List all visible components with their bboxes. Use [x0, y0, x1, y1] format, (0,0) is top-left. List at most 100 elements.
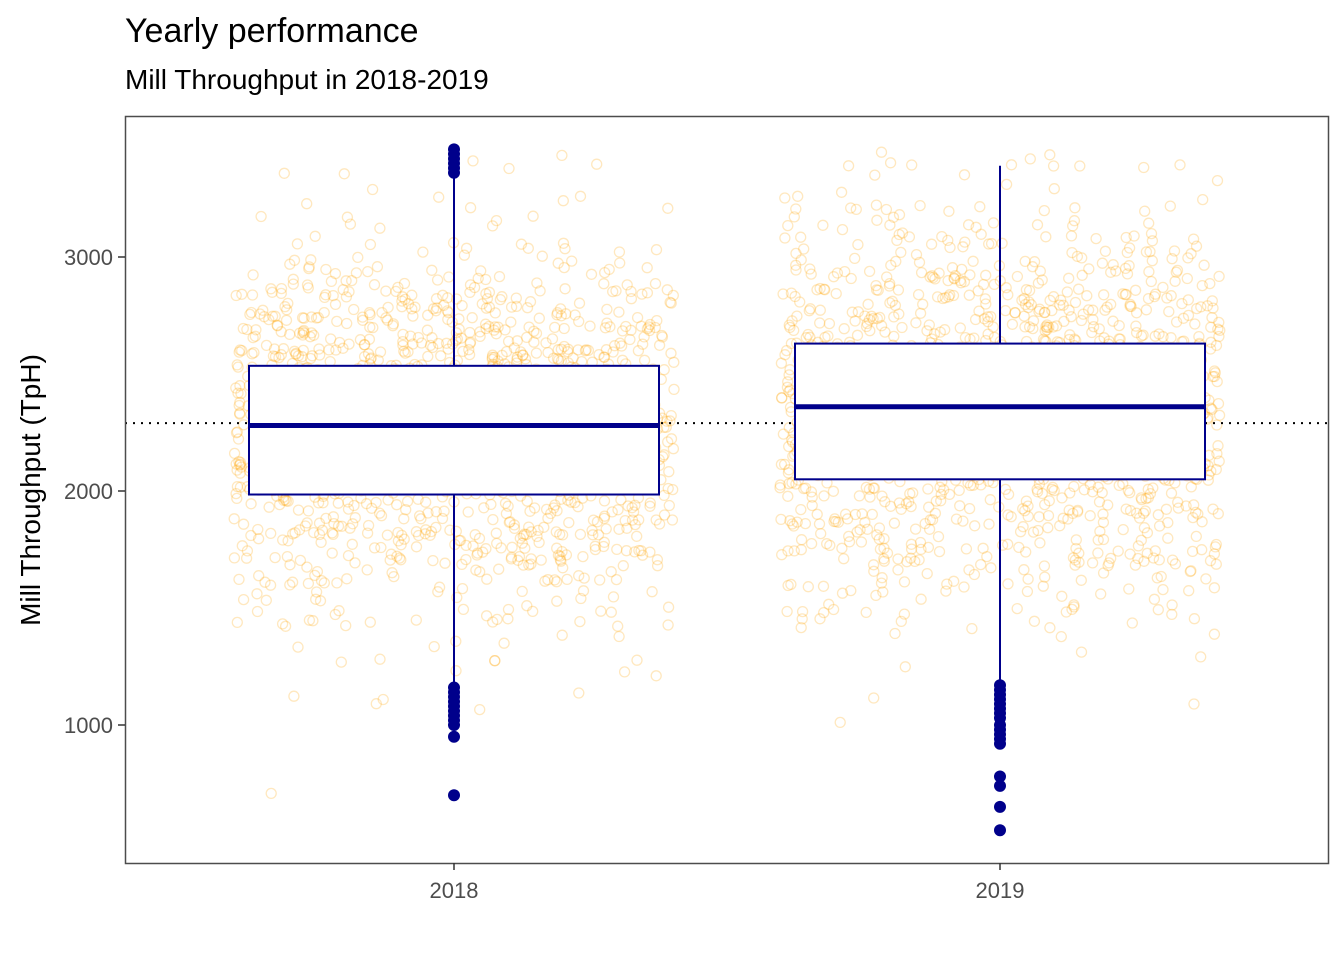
jitter-point — [584, 320, 596, 332]
jitter-point — [298, 327, 310, 339]
outlier-point — [448, 166, 460, 179]
jitter-point — [1105, 298, 1117, 311]
jitter-point — [1024, 153, 1036, 165]
jitter-point — [510, 292, 522, 304]
jitter-point — [228, 447, 241, 460]
jitter-point — [778, 458, 791, 471]
jitter-point — [253, 570, 265, 582]
jitter-point — [1092, 481, 1104, 493]
jitter-point — [850, 203, 862, 216]
jitter-point — [542, 346, 554, 359]
jitter-point — [1211, 447, 1223, 460]
jitter-point — [1212, 440, 1224, 452]
jitter-point — [1067, 220, 1079, 232]
jitter-point — [519, 542, 531, 554]
jitter-point — [1047, 481, 1059, 494]
jitter-point — [451, 591, 463, 604]
jitter-point — [604, 321, 616, 333]
jitter-point — [666, 514, 679, 526]
jitter-point — [656, 329, 668, 342]
jitter-point — [251, 588, 263, 600]
jitter-point — [280, 495, 293, 507]
jitter-point — [814, 613, 826, 625]
jitter-point — [318, 577, 330, 589]
jitter-point — [880, 203, 893, 216]
jitter-point — [341, 211, 354, 223]
jitter-point — [944, 241, 956, 254]
jitter-point — [289, 527, 301, 539]
jitter-point — [230, 427, 243, 439]
jitter-point — [653, 518, 666, 530]
jitter-point — [661, 284, 673, 296]
jitter-point — [342, 503, 355, 515]
jitter-point — [781, 605, 793, 618]
jitter-point — [494, 293, 507, 306]
jitter-point — [1130, 320, 1142, 332]
jitter-point — [1082, 304, 1095, 316]
jitter-point — [327, 289, 339, 302]
jitter-point — [876, 572, 888, 584]
jitter-point — [360, 498, 373, 510]
jitter-point — [1018, 292, 1030, 305]
jitter-point — [282, 297, 294, 310]
jitter-point — [1028, 256, 1041, 268]
jitter-point — [1047, 291, 1060, 303]
jitter-point — [317, 497, 329, 509]
jitter-point — [462, 506, 474, 518]
jitter-point — [865, 310, 878, 322]
jitter-point — [1096, 257, 1109, 269]
jitter-point — [481, 573, 493, 585]
jitter-point — [437, 289, 449, 301]
jitter-point — [398, 533, 410, 545]
jitter-point — [1214, 324, 1226, 337]
jitter-point — [1113, 479, 1125, 492]
jitter-point — [1124, 298, 1136, 311]
jitter-point — [802, 581, 814, 593]
jitter-point — [1142, 483, 1154, 495]
jitter-point — [891, 234, 903, 247]
jitter-point — [1022, 500, 1034, 512]
jitter-point — [1097, 567, 1110, 579]
jitter-point — [1162, 532, 1174, 544]
jitter-point — [622, 500, 634, 512]
jitter-point — [1042, 509, 1055, 522]
x-tick-label: 2018 — [430, 878, 479, 903]
jitter-point — [967, 255, 979, 267]
jitter-point — [1036, 487, 1048, 500]
jitter-point — [1151, 572, 1163, 584]
jitter-point — [982, 311, 994, 323]
jitter-point — [1081, 290, 1093, 302]
jitter-point — [592, 529, 605, 541]
jitter-point — [1120, 288, 1132, 301]
jitter-point — [234, 380, 246, 392]
jitter-point — [406, 289, 418, 301]
jitter-point — [1027, 526, 1040, 538]
jitter-point — [1040, 231, 1052, 243]
jitter-point — [849, 315, 861, 327]
jitter-point — [266, 286, 278, 298]
box-iqr — [248, 364, 660, 496]
jitter-point — [495, 542, 507, 554]
jitter-point — [1039, 571, 1051, 583]
jitter-point — [874, 311, 886, 324]
jitter-point — [884, 219, 896, 231]
jitter-point — [615, 340, 628, 352]
jitter-point — [400, 504, 412, 516]
jitter-point — [234, 344, 246, 356]
jitter-point — [296, 312, 309, 324]
jitter-point — [232, 433, 245, 445]
jitter-point — [373, 507, 386, 519]
jitter-point — [521, 331, 533, 344]
jitter-point — [887, 211, 900, 223]
jitter-point — [985, 237, 998, 250]
jitter-point — [607, 285, 619, 298]
jitter-point — [1168, 245, 1181, 257]
jitter-point — [234, 408, 246, 420]
jitter-point — [562, 343, 574, 355]
jitter-point — [467, 155, 479, 167]
jitter-point — [247, 331, 259, 344]
jitter-point — [476, 298, 488, 310]
jitter-point — [427, 341, 439, 354]
jitter-point — [832, 516, 844, 528]
jitter-point — [521, 302, 534, 314]
